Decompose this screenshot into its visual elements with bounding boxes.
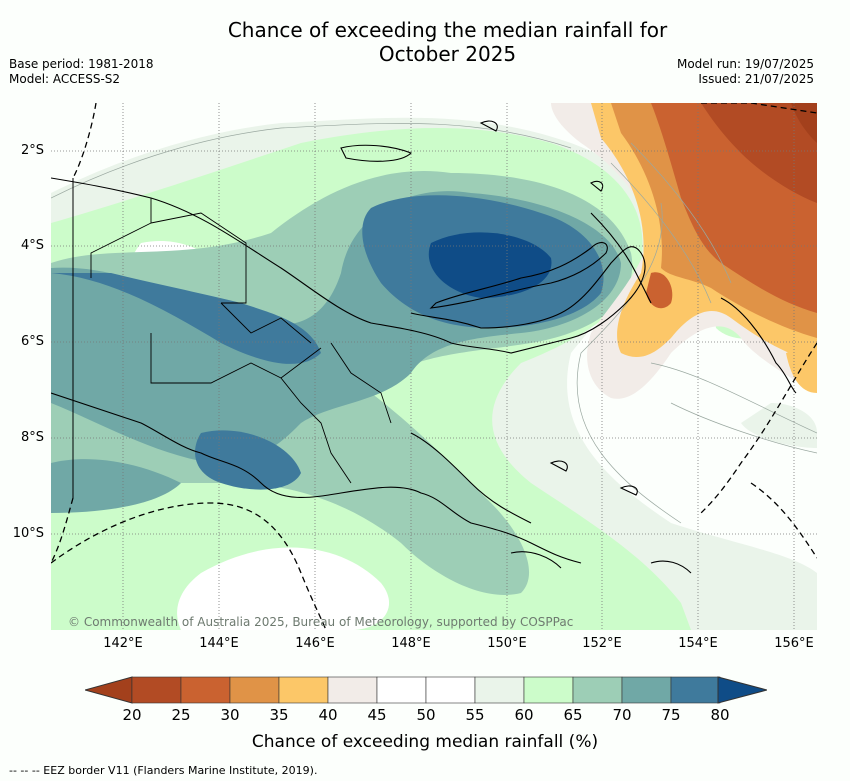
colorbar-label: 60 [514,706,534,724]
map-svg [51,103,817,630]
colorbar [85,676,767,704]
colorbar-label: 75 [661,706,681,724]
eez-legend: -- -- -- EEZ border V11 (Flanders Marine… [9,764,318,777]
contour-lines [51,123,817,524]
title-line-2: October 2025 [378,42,517,66]
colorbar-cells [131,676,721,704]
contour-below-20 [791,103,817,143]
model-name: Model: ACCESS-S2 [9,72,121,86]
issued-date: Issued: 21/07/2025 [698,72,814,86]
colorbar-cell [278,676,329,704]
colorbar-label: 30 [220,706,240,724]
contour-25-30-island [646,272,673,309]
contour-75-80-south [195,430,301,490]
colorbar-cell [180,676,231,704]
grid-lines [51,103,817,630]
lon-label-146e: 146°E [295,636,335,651]
colorbar-label: 20 [122,706,142,724]
lon-label-142e: 142°E [103,636,143,651]
coastlines [51,120,797,574]
contour-20-25 [701,103,817,203]
lat-label-4s: 4°S [20,238,44,253]
colorbar-label: 65 [563,706,583,724]
lon-label-154e: 154°E [678,636,718,651]
colorbar-cell [131,676,182,704]
colorbar-cell [523,676,574,704]
province-borders [90,198,392,484]
model-run: Model run: 19/07/2025 [676,57,814,71]
colorbar-label: 50 [416,706,436,724]
colorbar-label: 70 [612,706,632,724]
colorbar-title: Chance of exceeding median rainfall (%) [251,732,599,752]
colorbar-cell [376,676,427,704]
lon-label-156e: 156°E [774,636,814,651]
colorbar-label: 55 [465,706,485,724]
base-period: Base period: 1981-2018 [9,57,154,71]
colorbar-cell [327,676,378,704]
lon-label-152e: 152°E [582,636,622,651]
title-line-1: Chance of exceeding the median rainfall … [227,18,668,42]
colorbar-label: 80 [710,706,730,724]
colorbar-cell [229,676,280,704]
contour-70-75-sw [51,459,181,513]
lat-label-6s: 6°S [20,334,44,349]
contour-white-south [177,547,390,630]
lon-label-144e: 144°E [199,636,239,651]
model-run-info: Model run: 19/07/2025 Issued: 21/07/2025 [677,57,814,87]
colorbar-cell [621,676,672,704]
colorbar-label: 25 [171,706,191,724]
colorbar-cell [572,676,623,704]
map-title: Chance of exceeding the median rainfall … [0,18,850,66]
eez-borders [51,103,817,630]
lat-label-10s: 10°S [12,526,44,541]
rainfall-map [51,103,817,630]
contour-55-60-east [741,403,817,448]
copyright-notice: © Commonwealth of Australia 2025, Bureau… [68,615,574,629]
colorbar-arrow-low [85,676,133,704]
colorbar-label: 35 [269,706,289,724]
base-period-info: Base period: 1981-2018 Model: ACCESS-S2 [9,57,154,87]
lat-label-2s: 2°S [20,143,44,158]
lat-label-8s: 8°S [20,430,44,445]
lon-label-150e: 150°E [487,636,527,651]
lon-label-148e: 148°E [391,636,431,651]
colorbar-cell [670,676,721,704]
contour-75-80-west [51,273,321,364]
colorbar-cell [425,676,476,704]
colorbar-cell [474,676,525,704]
colorbar-arrow-high [717,676,767,704]
colorbar-label: 40 [318,706,338,724]
colorbar-label: 45 [367,706,387,724]
contour-80-plus [428,232,552,298]
